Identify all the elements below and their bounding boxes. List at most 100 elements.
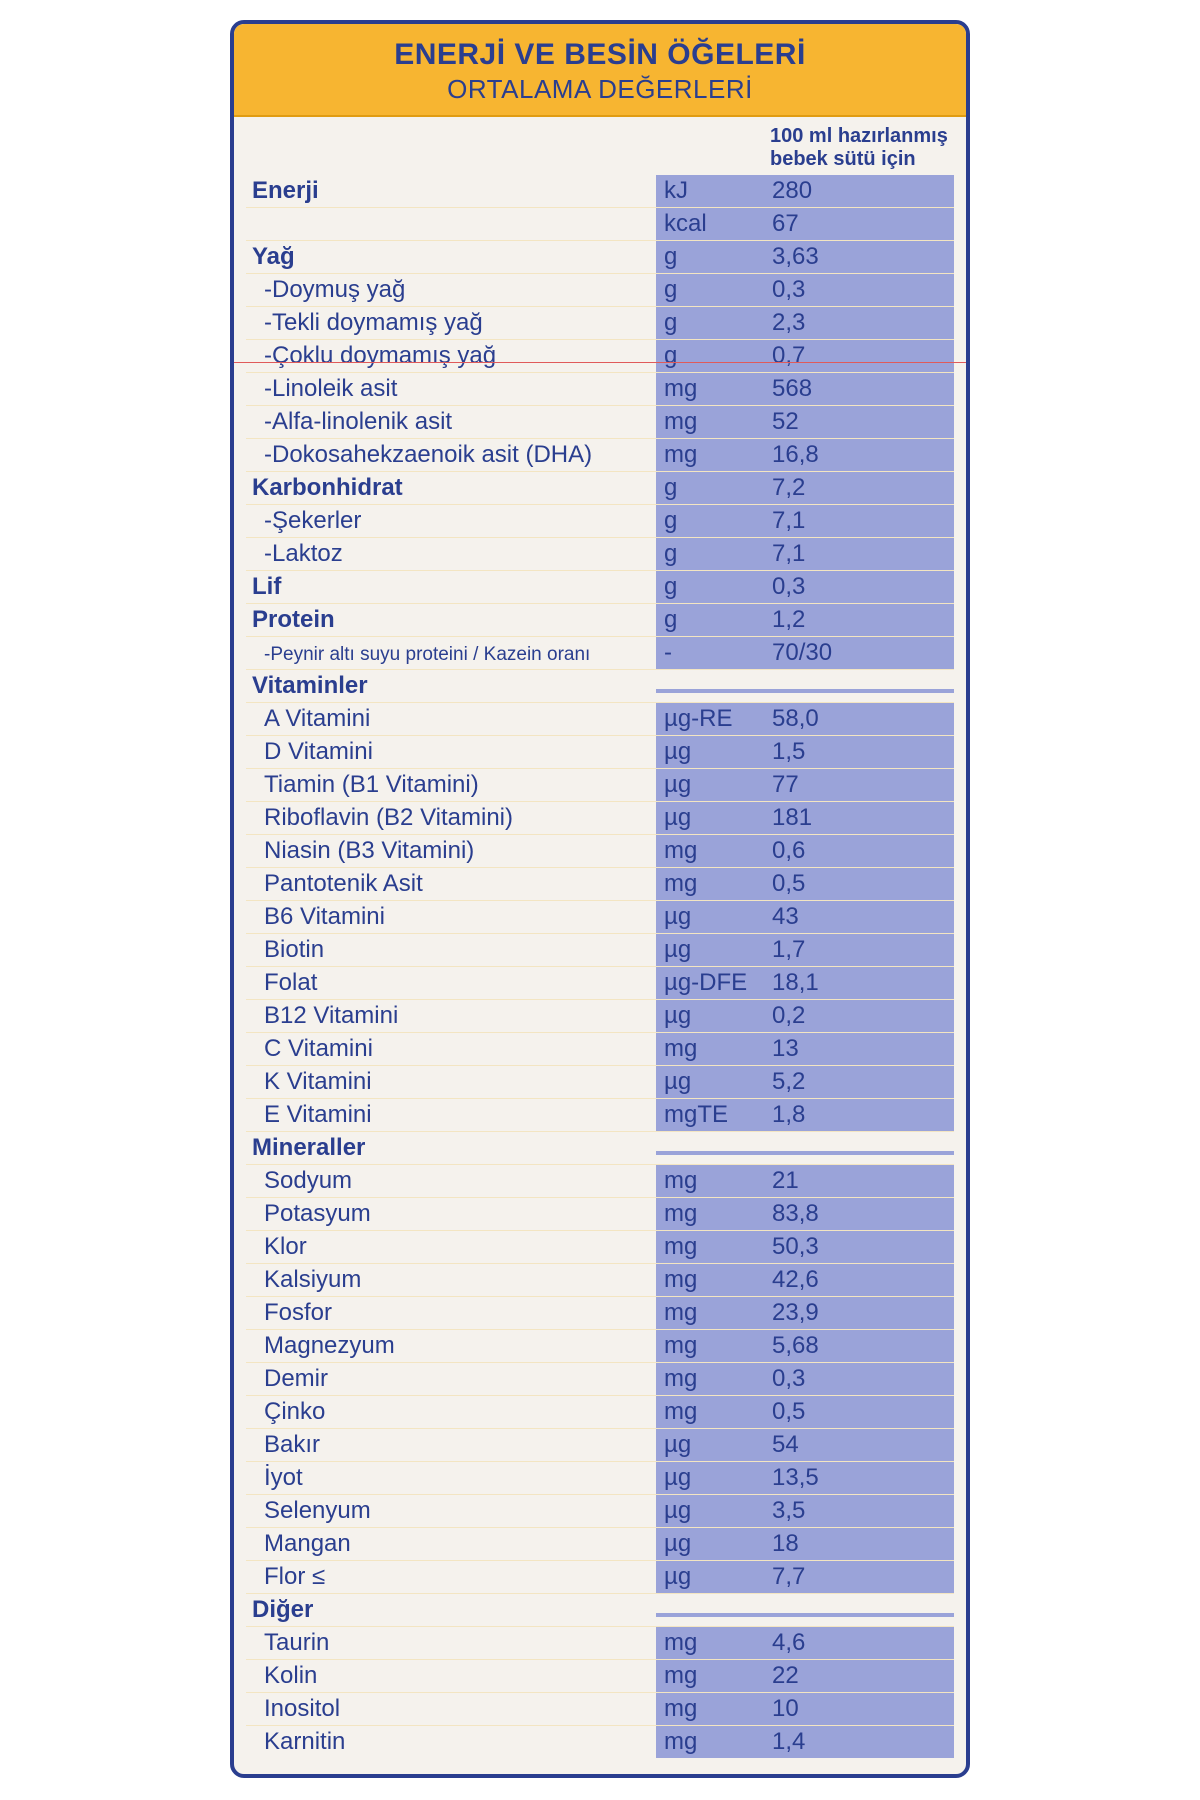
nutrient-name: Biotin <box>246 934 656 966</box>
nutrient-name: Klor <box>246 1231 656 1263</box>
table-row: A Vitaminiµg-RE58,0 <box>246 703 954 736</box>
table-row: Diğer <box>246 1594 954 1627</box>
nutrient-unit: µg-DFE <box>656 967 766 999</box>
nutrient-value: 43 <box>766 901 954 933</box>
table-row: Vitaminler <box>246 670 954 703</box>
nutrient-name: D Vitamini <box>246 736 656 768</box>
table-row: Kolinmg22 <box>246 1660 954 1693</box>
nutrient-unit: g <box>656 505 766 537</box>
column-header-row: 100 ml hazırlanmış bebek sütü için <box>234 117 966 175</box>
nutrient-value: 3,5 <box>766 1495 954 1527</box>
table-row: İyotµg13,5 <box>246 1462 954 1495</box>
nutrient-name: -Peynir altı suyu proteini / Kazein oran… <box>246 642 656 668</box>
nutrient-unit: g <box>656 340 766 372</box>
nutrient-name: Folat <box>246 967 656 999</box>
nutrient-value: 5,68 <box>766 1330 954 1362</box>
nutrient-value: 0,2 <box>766 1000 954 1032</box>
nutrient-unit: µg <box>656 1495 766 1527</box>
table-row: Manganµg18 <box>246 1528 954 1561</box>
nutrient-value: 0,5 <box>766 868 954 900</box>
nutrient-value: 21 <box>766 1165 954 1197</box>
nutrient-value: 13 <box>766 1033 954 1065</box>
table-row: Riboflavin (B2 Vitamini)µg181 <box>246 802 954 835</box>
nutrient-value: 0,3 <box>766 1363 954 1395</box>
nutrient-name: Demir <box>246 1363 656 1395</box>
nutrient-value: 18,1 <box>766 967 954 999</box>
table-row: Flor ≤µg7,7 <box>246 1561 954 1594</box>
nutrient-name: Niasin (B3 Vitamini) <box>246 835 656 867</box>
nutrient-unit: - <box>656 637 766 669</box>
nutrient-name: Karnitin <box>246 1726 656 1758</box>
table-row: Bakırµg54 <box>246 1429 954 1462</box>
table-row: B12 Vitaminiµg0,2 <box>246 1000 954 1033</box>
nutrient-unit: mg <box>656 1198 766 1230</box>
nutrient-unit: g <box>656 241 766 273</box>
nutrient-name: Flor ≤ <box>246 1561 656 1593</box>
value-column-header: 100 ml hazırlanmış bebek sütü için <box>766 125 954 171</box>
table-row: -Tekli doymamış yağg2,3 <box>246 307 954 340</box>
nutrient-unit: g <box>656 307 766 339</box>
nutrient-name: Çinko <box>246 1396 656 1428</box>
nutrient-name: -Doymuş yağ <box>246 274 656 306</box>
nutrient-value: 1,5 <box>766 736 954 768</box>
nutrient-unit: mg <box>656 1660 766 1692</box>
nutrient-value: 83,8 <box>766 1198 954 1230</box>
nutrient-name <box>246 227 656 231</box>
table-row: B6 Vitaminiµg43 <box>246 901 954 934</box>
nutrition-panel: ENERJİ VE BESİN ÖĞELERİ ORTALAMA DEĞERLE… <box>230 20 970 1778</box>
panel-subtitle: ORTALAMA DEĞERLERİ <box>244 74 956 105</box>
nutrient-name: Fosfor <box>246 1297 656 1329</box>
nutrient-unit: µg <box>656 1561 766 1593</box>
nutrient-name: Potasyum <box>246 1198 656 1230</box>
nutrient-name: E Vitamini <box>246 1099 656 1131</box>
table-row: EnerjikJ280 <box>246 175 954 208</box>
nutrient-name: Karbonhidrat <box>246 472 656 504</box>
table-row: -Çoklu doymamış yağg0,7 <box>246 340 954 373</box>
table-row: -Laktozg7,1 <box>246 538 954 571</box>
nutrient-name: Sodyum <box>246 1165 656 1197</box>
table-row: -Peynir altı suyu proteini / Kazein oran… <box>246 637 954 670</box>
table-row: Selenyumµg3,5 <box>246 1495 954 1528</box>
nutrient-value: 16,8 <box>766 439 954 471</box>
table-row: K Vitaminiµg5,2 <box>246 1066 954 1099</box>
table-row: Tiamin (B1 Vitamini)µg77 <box>246 769 954 802</box>
table-row: E VitaminimgTE1,8 <box>246 1099 954 1132</box>
table-row: -Dokosahekzaenoik asit (DHA)mg16,8 <box>246 439 954 472</box>
table-row: Folatµg-DFE18,1 <box>246 967 954 1000</box>
colhead-line2: bebek sütü için <box>770 148 916 170</box>
nutrient-name: Mineraller <box>246 1132 656 1164</box>
nutrient-value: 0,3 <box>766 571 954 603</box>
nutrient-unit: kcal <box>656 208 766 240</box>
nutrient-name: -Linoleik asit <box>246 373 656 405</box>
table-row: Biotinµg1,7 <box>246 934 954 967</box>
nutrient-name: C Vitamini <box>246 1033 656 1065</box>
nutrient-name: Enerji <box>246 175 656 207</box>
nutrient-value: 22 <box>766 1660 954 1692</box>
nutrient-value: 7,1 <box>766 505 954 537</box>
nutrient-unit: µg <box>656 1066 766 1098</box>
nutrient-value: 2,3 <box>766 307 954 339</box>
nutrient-name: -Laktoz <box>246 538 656 570</box>
nutrient-value <box>766 689 954 693</box>
table-row: Taurinmg4,6 <box>246 1627 954 1660</box>
table-row: Çinkomg0,5 <box>246 1396 954 1429</box>
nutrient-unit <box>656 689 766 693</box>
table-row: Sodyummg21 <box>246 1165 954 1198</box>
nutrient-value: 23,9 <box>766 1297 954 1329</box>
table-row: Pantotenik Asitmg0,5 <box>246 868 954 901</box>
nutrient-unit: mg <box>656 439 766 471</box>
nutrient-unit: mgTE <box>656 1099 766 1131</box>
nutrient-value: 0,7 <box>766 340 954 372</box>
table-row: Lifg0,3 <box>246 571 954 604</box>
nutrient-name: Kolin <box>246 1660 656 1692</box>
panel-header: ENERJİ VE BESİN ÖĞELERİ ORTALAMA DEĞERLE… <box>234 24 966 117</box>
nutrient-value: 77 <box>766 769 954 801</box>
nutrient-value: 181 <box>766 802 954 834</box>
nutrient-value: 4,6 <box>766 1627 954 1659</box>
table-row: Fosformg23,9 <box>246 1297 954 1330</box>
nutrient-unit: mg <box>656 1726 766 1758</box>
nutrient-unit: µg <box>656 802 766 834</box>
nutrient-name: Diğer <box>246 1594 656 1626</box>
nutrient-name: Inositol <box>246 1693 656 1725</box>
nutrient-name: -Tekli doymamış yağ <box>246 307 656 339</box>
